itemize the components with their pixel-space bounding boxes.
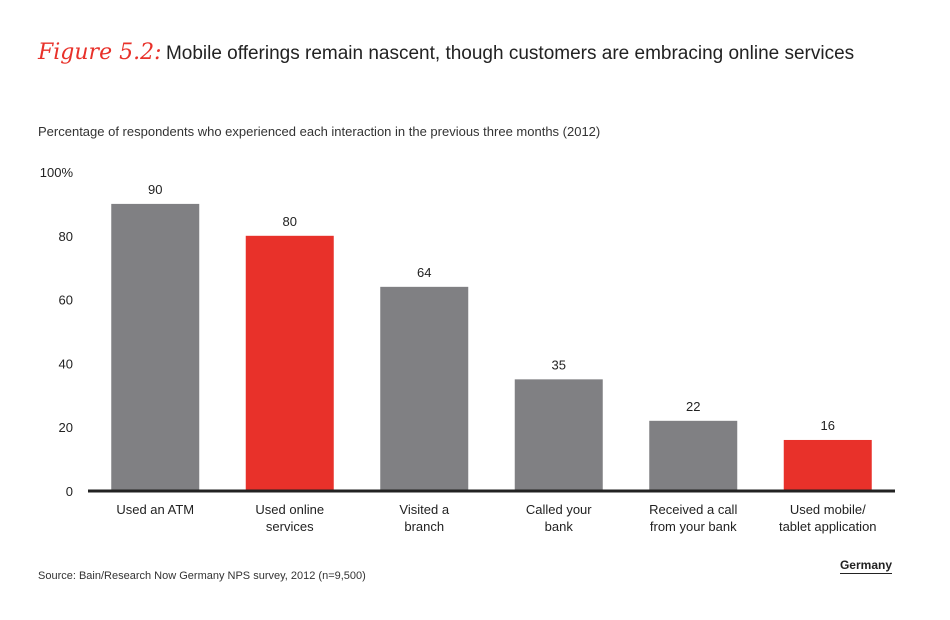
y-tick-label: 20 <box>59 420 73 435</box>
y-tick-label: 80 <box>59 229 73 244</box>
bar <box>245 235 334 491</box>
figure-label: Figure 5.2: <box>38 40 162 65</box>
figure-title: Mobile offerings remain nascent, though … <box>165 43 855 64</box>
category-label: Used mobile/ <box>790 502 866 517</box>
bar <box>380 286 469 491</box>
category-label: services <box>266 519 314 534</box>
category-label: Visited a <box>399 502 449 517</box>
bar-value-label: 35 <box>552 357 566 372</box>
bar <box>649 420 738 491</box>
category-label: from your bank <box>650 519 737 534</box>
figure-title-row: Figure 5.2: Mobile offerings remain nasc… <box>38 40 854 65</box>
category-label: bank <box>545 519 574 534</box>
bar-value-label: 16 <box>821 418 835 433</box>
bar-value-label: 90 <box>148 182 162 197</box>
category-label: Received a call <box>649 502 737 517</box>
y-tick-label: 40 <box>59 356 73 371</box>
bar <box>111 203 200 491</box>
source-note: Source: Bain/Research Now Germany NPS su… <box>38 570 366 582</box>
category-label: Called your <box>526 502 592 517</box>
category-label: tablet application <box>779 519 877 534</box>
bar-value-label: 80 <box>283 214 297 229</box>
bar <box>783 439 872 491</box>
category-label: Used an ATM <box>116 502 194 517</box>
region-label: Germany <box>839 558 892 574</box>
bar <box>514 379 603 491</box>
y-tick-label: 60 <box>59 293 73 308</box>
chart-subtitle: Percentage of respondents who experience… <box>38 124 601 139</box>
bar-value-label: 64 <box>417 265 431 280</box>
category-label: branch <box>404 519 444 534</box>
y-tick-label: 0 <box>66 484 73 499</box>
bar-value-label: 22 <box>686 399 700 414</box>
y-tick-label: 100% <box>40 165 74 180</box>
category-label: Used online <box>255 502 324 517</box>
